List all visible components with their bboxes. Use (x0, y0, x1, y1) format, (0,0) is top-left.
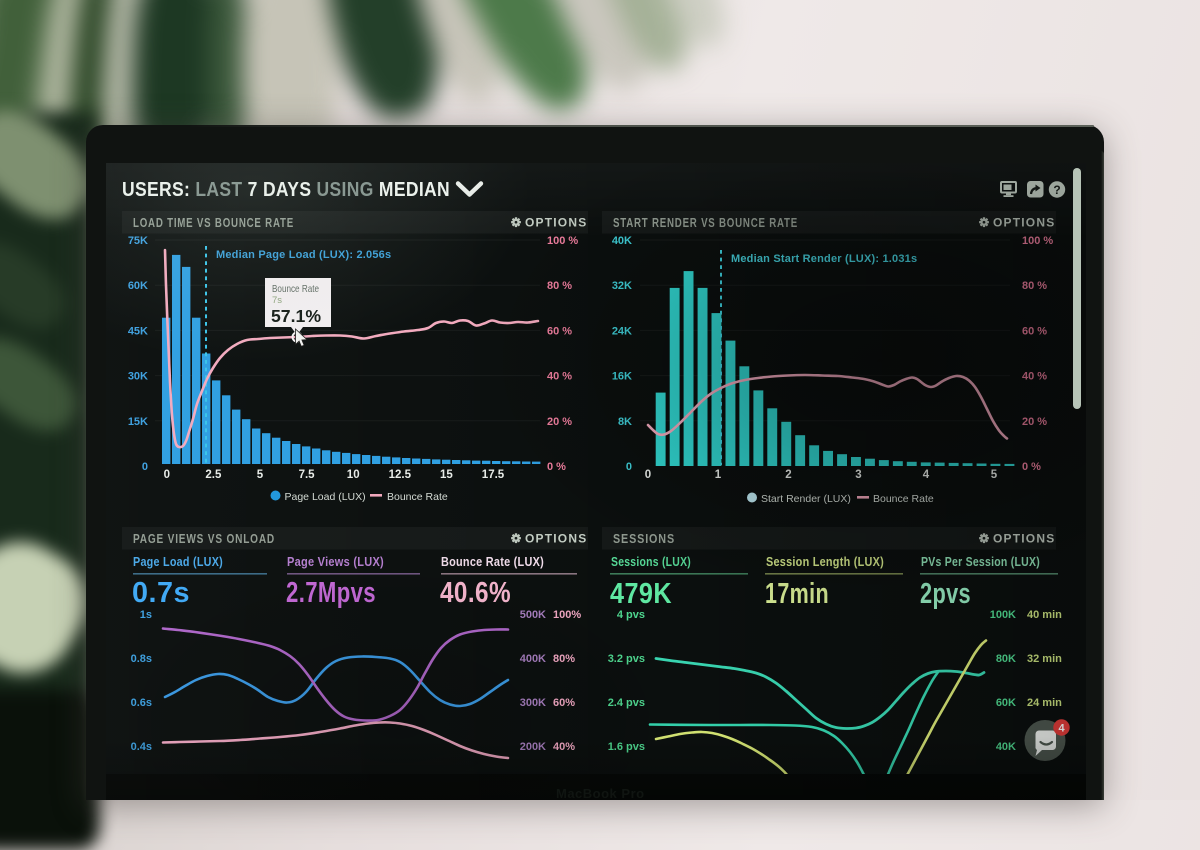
svg-text:Sessions (LUX): Sessions (LUX) (611, 555, 691, 569)
svg-text:40K: 40K (996, 741, 1016, 753)
svg-text:15K: 15K (128, 416, 148, 428)
svg-text:40.6%: 40.6% (440, 577, 511, 609)
svg-text:12.5: 12.5 (389, 469, 412, 481)
svg-text:Page Load (LUX): Page Load (LUX) (133, 555, 223, 569)
svg-text:0: 0 (626, 461, 632, 473)
svg-text:100K: 100K (990, 609, 1016, 621)
svg-text:80 %: 80 % (1022, 280, 1047, 292)
svg-text:0.6s: 0.6s (131, 697, 152, 709)
svg-text:60 %: 60 % (1022, 325, 1047, 337)
svg-text:1: 1 (715, 469, 722, 481)
svg-text:24 min: 24 min (1027, 697, 1062, 709)
svg-text:2.4 pvs: 2.4 pvs (608, 697, 645, 709)
svg-text:0.7s: 0.7s (132, 577, 190, 609)
svg-text:?: ? (1053, 183, 1060, 197)
svg-text:SESSIONS: SESSIONS (613, 532, 675, 546)
svg-text:Bounce Rate: Bounce Rate (272, 283, 319, 295)
svg-text:17.5: 17.5 (482, 469, 505, 481)
svg-text:4: 4 (923, 469, 930, 481)
svg-text:7s: 7s (272, 295, 282, 306)
svg-text:0: 0 (142, 461, 148, 473)
svg-text:1s: 1s (140, 609, 152, 621)
svg-text:PAGE VIEWS VS ONLOAD: PAGE VIEWS VS ONLOAD (133, 532, 275, 546)
svg-text:300K: 300K (520, 697, 546, 709)
svg-text:2pvs: 2pvs (920, 578, 971, 610)
svg-text:5: 5 (257, 469, 264, 481)
svg-text:Start Render (LUX): Start Render (LUX) (761, 493, 851, 505)
svg-text:0 %: 0 % (1022, 461, 1041, 473)
svg-text:60K: 60K (128, 280, 148, 292)
svg-text:START RENDER VS BOUNCE RATE: START RENDER VS BOUNCE RATE (613, 216, 798, 230)
svg-text:MacBook Pro: MacBook Pro (556, 786, 645, 800)
svg-text:100 %: 100 % (547, 235, 578, 247)
svg-text:2: 2 (785, 469, 791, 481)
svg-text:USERS: LAST 7 DAYS USING MEDIA: USERS: LAST 7 DAYS USING MEDIAN (122, 178, 450, 201)
svg-text:200K: 200K (520, 741, 546, 753)
svg-text:Bounce Rate: Bounce Rate (387, 491, 448, 503)
svg-text:17min: 17min (765, 578, 829, 610)
svg-text:10: 10 (347, 469, 360, 481)
svg-text:60K: 60K (996, 697, 1016, 709)
svg-text:0.4s: 0.4s (131, 741, 152, 753)
svg-text:100 %: 100 % (1022, 235, 1053, 247)
svg-text:2.5: 2.5 (205, 469, 222, 481)
svg-text:5: 5 (991, 469, 998, 481)
svg-text:8K: 8K (618, 416, 632, 428)
svg-text:Median Page Load (LUX): 2.056s: Median Page Load (LUX): 2.056s (216, 249, 391, 261)
svg-text:0 %: 0 % (547, 461, 566, 473)
svg-text:60 %: 60 % (547, 325, 572, 337)
svg-text:24K: 24K (612, 325, 632, 337)
svg-text:4 pvs: 4 pvs (617, 609, 645, 621)
svg-text:Bounce Rate: Bounce Rate (873, 493, 934, 505)
svg-text:Bounce Rate (LUX): Bounce Rate (LUX) (441, 555, 544, 569)
svg-text:2.7Mpvs: 2.7Mpvs (286, 577, 376, 609)
svg-text:32 min: 32 min (1027, 653, 1062, 665)
svg-text:0: 0 (645, 469, 651, 481)
svg-text:400K: 400K (520, 653, 546, 665)
svg-text:3: 3 (855, 469, 861, 481)
svg-text:Page Load (LUX): Page Load (LUX) (285, 491, 366, 503)
svg-text:40%: 40% (553, 741, 575, 753)
svg-text:30K: 30K (128, 371, 148, 383)
svg-text:LOAD TIME VS BOUNCE RATE: LOAD TIME VS BOUNCE RATE (133, 216, 294, 230)
svg-text:16K: 16K (612, 371, 632, 383)
svg-text:40 %: 40 % (547, 371, 572, 383)
svg-text:100%: 100% (553, 609, 581, 621)
svg-text:0.8s: 0.8s (131, 653, 152, 665)
svg-text:80K: 80K (996, 653, 1016, 665)
svg-text:60%: 60% (553, 697, 575, 709)
svg-text:57.1%: 57.1% (271, 306, 321, 326)
svg-text:479K: 479K (610, 578, 672, 610)
svg-text:500K: 500K (520, 609, 546, 621)
svg-text:7.5: 7.5 (299, 469, 316, 481)
svg-text:Session Length (LUX): Session Length (LUX) (766, 555, 884, 569)
svg-text:OPTIONS: OPTIONS (525, 216, 587, 230)
svg-text:75K: 75K (128, 235, 148, 247)
svg-text:4: 4 (1058, 723, 1065, 735)
svg-text:45K: 45K (128, 325, 148, 337)
svg-text:20 %: 20 % (547, 416, 572, 428)
svg-text:Median Start Render (LUX): 1.0: Median Start Render (LUX): 1.031s (731, 253, 917, 265)
svg-text:0: 0 (164, 469, 170, 481)
svg-text:3.2 pvs: 3.2 pvs (608, 653, 645, 665)
svg-text:40 min: 40 min (1027, 609, 1062, 621)
svg-text:80%: 80% (553, 653, 575, 665)
svg-text:80 %: 80 % (547, 280, 572, 292)
svg-text:40 %: 40 % (1022, 371, 1047, 383)
svg-text:OPTIONS: OPTIONS (993, 532, 1055, 546)
svg-text:Page Views (LUX): Page Views (LUX) (287, 555, 384, 569)
svg-text:OPTIONS: OPTIONS (993, 216, 1055, 230)
svg-text:40K: 40K (612, 235, 632, 247)
svg-text:15: 15 (440, 469, 453, 481)
svg-text:20 %: 20 % (1022, 416, 1047, 428)
svg-text:1.6 pvs: 1.6 pvs (608, 741, 645, 753)
svg-text:PVs Per Session (LUX): PVs Per Session (LUX) (921, 555, 1040, 569)
svg-text:32K: 32K (612, 280, 632, 292)
svg-text:OPTIONS: OPTIONS (525, 532, 587, 546)
